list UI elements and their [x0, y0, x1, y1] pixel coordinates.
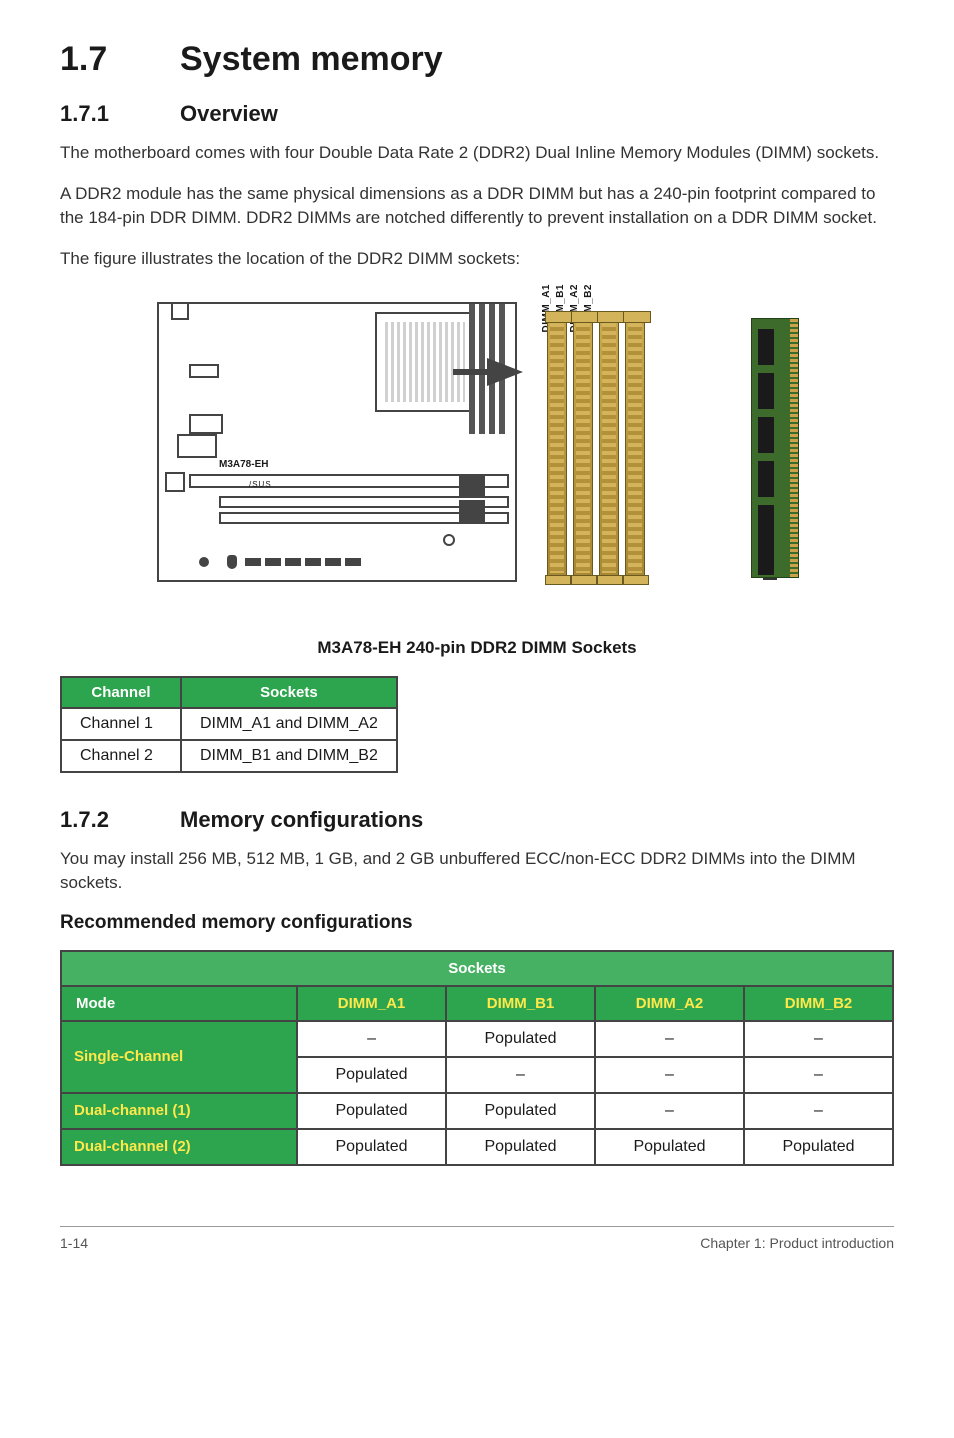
subsection-number: 1.7.2 [60, 807, 180, 833]
table-cell: Channel 2 [61, 740, 181, 772]
table-cell: DIMM_A1 and DIMM_A2 [181, 708, 397, 740]
paragraph: The figure illustrates the location of t… [60, 247, 894, 272]
table-row: Single-Channel – Populated – – [61, 1021, 893, 1057]
table-cell: – [744, 1021, 893, 1057]
subheading: Recommended memory configurations [60, 912, 894, 934]
table-header-col: DIMM_B2 [744, 986, 893, 1021]
table-cell: – [446, 1057, 595, 1093]
table-cell: – [297, 1021, 446, 1057]
row-head: Dual-channel (2) [61, 1129, 297, 1165]
table-cell: – [744, 1093, 893, 1129]
subsection-title: Overview [180, 101, 278, 127]
paragraph: The motherboard comes with four Double D… [60, 141, 894, 166]
table-cell: Populated [446, 1093, 595, 1129]
section-number: 1.7 [60, 40, 180, 79]
sockets-table: Sockets Mode DIMM_A1 DIMM_B1 DIMM_A2 DIM… [60, 950, 894, 1166]
section-heading: 1.7 System memory [60, 40, 894, 79]
table-header: Sockets [181, 677, 397, 708]
paragraph: You may install 256 MB, 512 MB, 1 GB, an… [60, 847, 894, 896]
table-row: Dual-channel (1) Populated Populated – – [61, 1093, 893, 1129]
table-cell: Populated [744, 1129, 893, 1165]
channel-table: Channel Sockets Channel 1 DIMM_A1 and DI… [60, 676, 398, 773]
table-cell: Channel 1 [61, 708, 181, 740]
arrow-icon [487, 358, 523, 386]
table-header: Channel [61, 677, 181, 708]
table-row: Channel 2 DIMM_B1 and DIMM_B2 [61, 740, 397, 772]
table-cell: Populated [446, 1021, 595, 1057]
section-title: System memory [180, 40, 443, 79]
asus-logo-text: /SUS [249, 480, 272, 489]
table-header-top: Sockets [61, 951, 893, 986]
subsection-number: 1.7.1 [60, 101, 180, 127]
table-cell: – [595, 1021, 744, 1057]
paragraph: A DDR2 module has the same physical dime… [60, 182, 894, 231]
table-cell: Populated [297, 1093, 446, 1129]
diagram-caption: M3A78-EH 240-pin DDR2 DIMM Sockets [60, 638, 894, 658]
ram-stick-illustration [751, 318, 799, 578]
table-cell: – [744, 1057, 893, 1093]
table-header-col: DIMM_A1 [297, 986, 446, 1021]
motherboard-outline: M3A78-EH /SUS [157, 302, 517, 582]
table-cell: DIMM_B1 and DIMM_B2 [181, 740, 397, 772]
board-label: M3A78-EH [219, 459, 268, 470]
table-cell: Populated [297, 1057, 446, 1093]
subsection-memconfig: 1.7.2 Memory configurations [60, 807, 894, 833]
subsection-overview: 1.7.1 Overview [60, 101, 894, 127]
table-cell: Populated [595, 1129, 744, 1165]
chapter-label: Chapter 1: Product introduction [700, 1235, 894, 1251]
page-number: 1-14 [60, 1235, 88, 1251]
table-row: Dual-channel (2) Populated Populated Pop… [61, 1129, 893, 1165]
table-header-col: DIMM_B1 [446, 986, 595, 1021]
subsection-title: Memory configurations [180, 807, 423, 833]
table-row: Channel 1 DIMM_A1 and DIMM_A2 [61, 708, 397, 740]
dimm-diagram: M3A78-EH /SUS DIMM_A1 DIMM_B1 DIMM_A2 DI… [60, 288, 894, 628]
row-head: Single-Channel [61, 1021, 297, 1093]
table-header-mode: Mode [61, 986, 297, 1021]
dimm-socket-illustration: DIMM_A1 DIMM_B1 DIMM_A2 DIMM_B2 128 Pins… [547, 288, 727, 588]
table-cell: Populated [297, 1129, 446, 1165]
table-cell: – [595, 1057, 744, 1093]
page-footer: 1-14 Chapter 1: Product introduction [60, 1226, 894, 1251]
table-cell: Populated [446, 1129, 595, 1165]
table-cell: – [595, 1093, 744, 1129]
table-header-col: DIMM_A2 [595, 986, 744, 1021]
row-head: Dual-channel (1) [61, 1093, 297, 1129]
